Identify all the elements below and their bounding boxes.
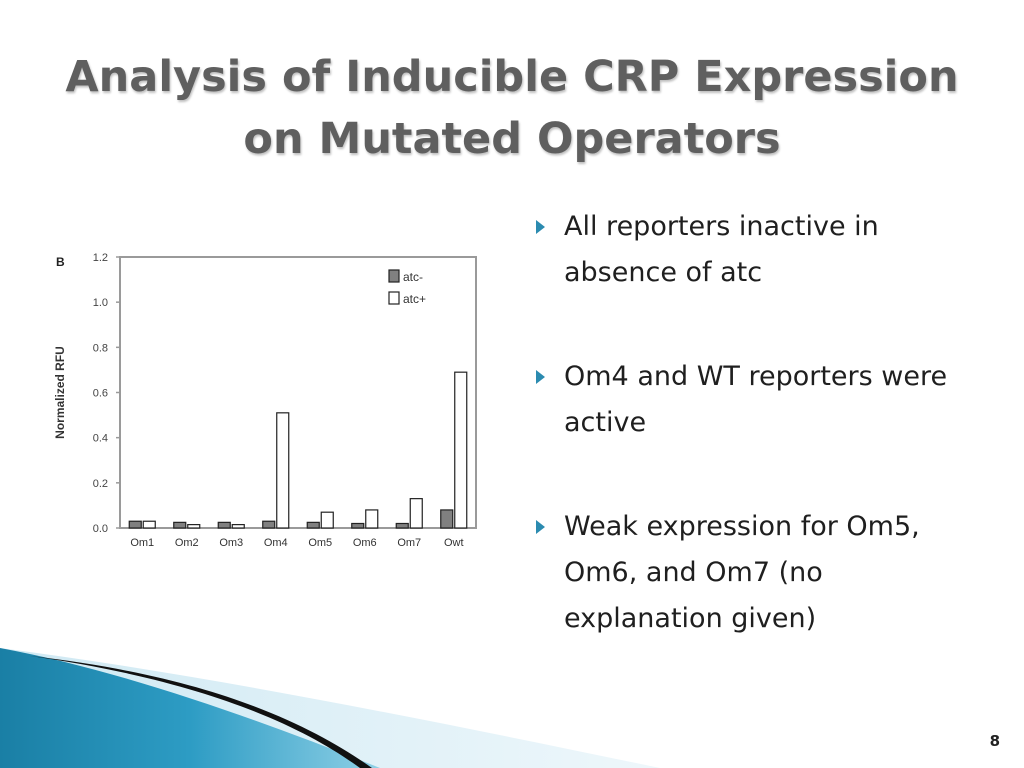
bullet-arrow-icon bbox=[536, 520, 545, 534]
bar-atc+-Om5 bbox=[320, 511, 334, 529]
bar-atc+-Om6 bbox=[365, 509, 379, 529]
bullet-item: Om4 and WT reporters were active bbox=[534, 354, 974, 446]
bar-atc--Om7 bbox=[395, 522, 409, 529]
y-tick-label: 0.2 bbox=[93, 478, 108, 490]
title-line-1: Analysis of Inducible CRP Expression bbox=[65, 52, 959, 102]
bar-atc--Om4 bbox=[262, 520, 276, 529]
bar-atc--Om3 bbox=[217, 521, 231, 529]
slide-title: Analysis of Inducible CRP Expression on … bbox=[40, 46, 984, 170]
x-tick-label: Om2 bbox=[175, 537, 199, 549]
y-tick-label: 0.6 bbox=[93, 388, 108, 400]
bar-atc--Owt bbox=[440, 509, 454, 529]
bullet-arrow-icon bbox=[536, 220, 545, 234]
legend-label: atc+ bbox=[403, 292, 426, 306]
y-tick-label: 1.2 bbox=[93, 252, 108, 264]
bar-atc+-Om4 bbox=[276, 412, 290, 529]
y-tick-label: 0.4 bbox=[93, 433, 108, 445]
y-tick-label: 0.0 bbox=[93, 523, 108, 535]
decorative-wave bbox=[0, 648, 660, 768]
title-line-2: on Mutated Operators bbox=[243, 114, 781, 164]
bar-atc+-Owt bbox=[454, 371, 468, 529]
bar-atc+-Om2 bbox=[187, 524, 201, 529]
bullet-item: Weak expression for Om5, Om6, and Om7 (n… bbox=[534, 504, 974, 642]
x-tick-label: Owt bbox=[444, 537, 464, 549]
x-tick-label: Om1 bbox=[130, 537, 154, 549]
x-tick-label: Om4 bbox=[264, 537, 288, 549]
x-tick-label: Om6 bbox=[353, 537, 377, 549]
wave-blue-band bbox=[0, 648, 380, 768]
bullet-text: Weak expression for Om5, Om6, and Om7 (n… bbox=[564, 511, 920, 634]
bar-atc+-Om3 bbox=[231, 524, 245, 529]
bar-chart: B Normalized RFU 0.0 0.2 0.4 0.6 0.8 1.0 1.2 Om1 O… bbox=[40, 240, 500, 570]
bar-atc--Om2 bbox=[173, 521, 187, 529]
bar-atc--Om5 bbox=[306, 521, 320, 529]
legend-label: atc- bbox=[403, 270, 423, 284]
slide-number: 8 bbox=[989, 732, 1000, 750]
y-tick-label: 1.0 bbox=[93, 297, 108, 309]
bar-atc--Om1 bbox=[128, 520, 142, 529]
legend-swatch bbox=[388, 291, 400, 305]
x-tick-label: Om3 bbox=[219, 537, 243, 549]
bullet-item: All reporters inactive in absence of atc bbox=[534, 204, 974, 296]
x-tick-label: Om7 bbox=[397, 537, 421, 549]
bullet-list: All reporters inactive in absence of atc… bbox=[534, 204, 974, 700]
y-tick-label: 0.8 bbox=[93, 342, 108, 354]
y-axis-label: Normalized RFU bbox=[53, 346, 67, 439]
x-tick-label: Om5 bbox=[308, 537, 332, 549]
chart-svg: B Normalized RFU 0.0 0.2 0.4 0.6 0.8 1.0 1.2 Om1 O… bbox=[53, 252, 477, 549]
bullet-arrow-icon bbox=[536, 370, 545, 384]
legend-swatch bbox=[388, 269, 400, 283]
bullet-text: Om4 and WT reporters were active bbox=[564, 361, 948, 438]
bar-atc--Om6 bbox=[351, 522, 365, 529]
bar-atc+-Om7 bbox=[409, 498, 423, 529]
panel-label: B bbox=[56, 255, 65, 269]
bar-atc+-Om1 bbox=[142, 520, 156, 529]
bullet-text: All reporters inactive in absence of atc bbox=[564, 211, 879, 288]
